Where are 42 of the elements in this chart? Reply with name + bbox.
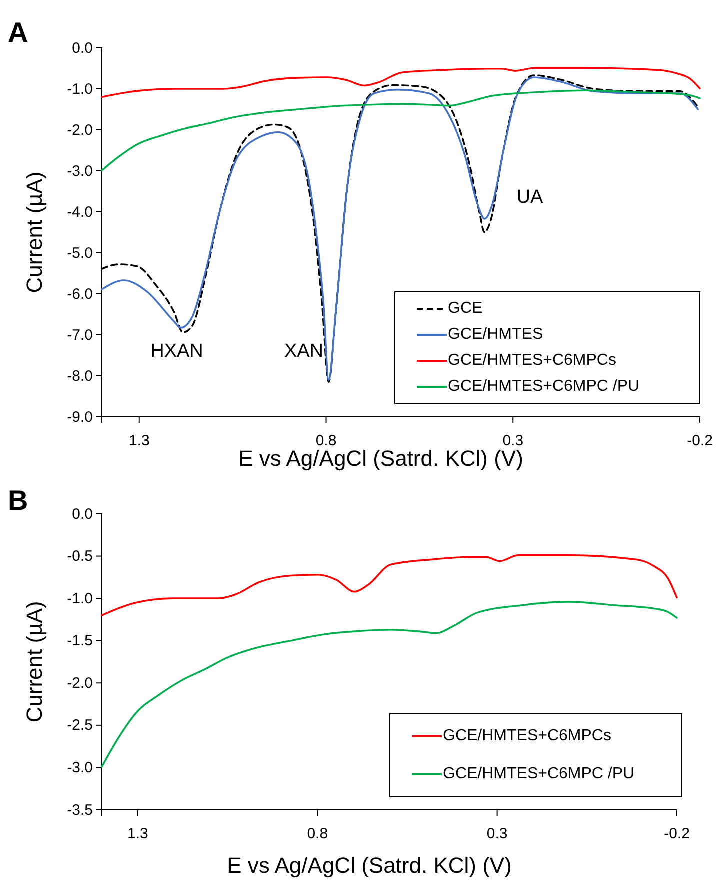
legend-label: GCE/HMTES+C6MPC /PU [448,378,640,396]
x-tick-label: 0.3 [486,826,508,842]
legend-label: GCE/HMTES+C6MPC /PU [443,766,635,783]
chart-title: A [8,17,28,48]
x-tick-label: 1.3 [128,826,148,842]
line-series [101,90,701,172]
line-series [101,67,701,98]
chart-title: B [8,485,28,516]
x-tick-label: 0.8 [307,826,328,842]
x-tick-label: 1.3 [128,432,150,450]
y-tick-label: -3.5 [67,802,93,819]
legend-label: GCE [448,300,483,318]
legend-label: GCE/HMTES [448,326,544,344]
y-tick-label: 0.0 [72,40,93,57]
annotation: XAN [284,341,324,362]
y-tick-label: -1.5 [67,632,93,650]
y-tick-label: -3.0 [67,760,93,777]
y-tick-label: -7.0 [67,326,93,344]
y-tick-label: -2.0 [67,122,93,139]
annotation: HXAN [150,341,204,362]
y-axis-title: Current (µA) [22,601,47,723]
y-tick-label: -6.0 [67,286,93,303]
x-tick-label: -0.2 [687,432,713,450]
y-tick-label: -3.0 [67,162,93,180]
y-tick-label: -1.0 [67,80,93,98]
y-tick-label: -0.5 [67,548,93,566]
y-tick-label: -2.5 [67,717,93,734]
y-tick-label: -8.0 [67,368,93,385]
x-axis-title: E vs Ag/AgCl (Satrd. KCl) (V) [227,853,512,878]
line-series [101,554,678,616]
y-tick-label: -5.0 [67,244,93,262]
x-tick-label: -0.2 [664,826,690,842]
line-series [101,601,678,768]
y-tick-label: -2.0 [67,674,93,692]
legend-label: GCE/HMTES+C6MPCs [443,728,612,745]
y-axis-title: Current (µA) [22,172,47,294]
y-tick-label: -9.0 [67,408,93,426]
y-tick-label: -1.0 [67,590,93,608]
legend-label: GCE/HMTES+C6MPCs [448,352,616,370]
y-tick-label: 0.0 [72,506,93,523]
annotation: UA [516,187,544,208]
y-tick-label: -4.0 [67,204,93,221]
